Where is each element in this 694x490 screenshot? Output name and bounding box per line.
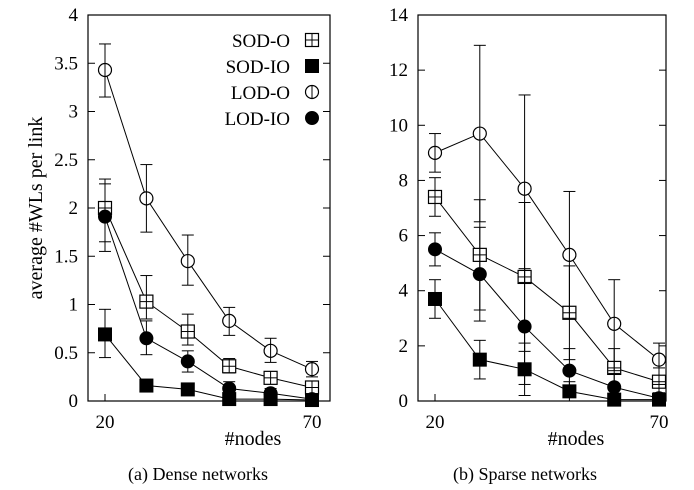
panel-sparse: 0 2 4 6 8 10 12 14 20 70 #nodes (b) Sparse networ… [389,5,669,485]
data-point [563,364,576,377]
legend-marker [306,34,319,47]
legend-label: SOD-IO [226,57,290,78]
series-line [105,334,312,400]
data-point [653,353,666,366]
series-lod-io-dense [99,184,319,406]
legend-label: LOD-IO [225,109,290,130]
data-point [264,387,277,400]
data-point [181,325,194,338]
y-tick-label-sparse: 10 [389,115,408,136]
series-line [435,197,659,382]
data-point [223,314,236,327]
plot-frame-dense [88,15,330,401]
legend-marker [306,86,319,99]
legend-marker [306,112,319,125]
y-tick-label-dense: 1 [69,295,79,316]
data-point [608,381,621,394]
caption-dense: (a) Dense networks [128,464,268,485]
x-tick-label-dense: 70 [303,412,322,433]
legend-entry-sod-o: SOD-O [232,31,319,52]
x-axis-label-dense: #nodes [225,428,282,450]
series-sod-io-sparse [429,280,666,406]
data-point [429,190,442,203]
y-tick-label-sparse: 0 [399,391,409,412]
y-tick-label-sparse: 14 [389,5,409,26]
data-point [473,268,486,281]
y-tick-label-sparse: 12 [389,60,408,81]
legend-entry-lod-o: LOD-O [231,83,319,104]
series-sod-o-dense [99,179,319,394]
y-tick-label-dense: 0 [69,391,79,412]
data-point [264,371,277,384]
data-point [653,392,666,405]
series-line [435,249,659,398]
data-point [563,248,576,261]
data-point [429,146,442,159]
panel-dense: 0 0.5 1 1.5 2 2.5 3 3.5 4 20 70 average #WLs per l… [25,5,330,485]
data-point [140,295,153,308]
data-point [181,255,194,268]
x-tick-label-sparse: 20 [426,412,445,433]
data-point [518,182,531,195]
data-point [223,382,236,395]
legend-label: LOD-O [231,83,290,104]
y-tick-label-sparse: 2 [399,336,409,357]
data-point [264,344,277,357]
data-point [429,292,442,305]
data-point [473,127,486,140]
data-point [306,393,319,406]
data-point [181,383,194,396]
series-line [435,134,659,360]
series-line [105,208,312,387]
series-sod-o-sparse [429,178,666,396]
legend-entry-lod-io: LOD-IO [225,109,319,130]
y-tick-label-sparse: 4 [399,281,409,302]
series-lod-io-sparse [429,227,666,404]
data-point [306,381,319,394]
legend: SOD-O SOD-IO LOD-O LOD-IO [225,31,319,130]
y-tick-label-dense: 3.5 [54,53,78,74]
data-point [306,363,319,376]
y-tick-label-sparse: 6 [399,226,409,247]
y-tick-label-dense: 3 [69,102,79,123]
x-tick-label-dense: 20 [96,412,115,433]
y-tick-label-dense: 4 [69,5,79,26]
y-tick-label-dense: 2.5 [54,150,78,171]
data-point [99,64,112,77]
y-tick-label-dense: 1.5 [54,246,78,267]
y-axis-label-dense: average #WLs per link [25,117,47,300]
data-point [140,379,153,392]
legend-entry-sod-io: SOD-IO [226,57,319,78]
data-point [99,210,112,223]
data-point [473,353,486,366]
data-point [140,192,153,205]
x-tick-label-sparse: 70 [650,412,669,433]
data-point [608,317,621,330]
series-line [105,217,312,399]
series-lod-o-sparse [429,45,666,384]
data-point [140,332,153,345]
data-point [181,355,194,368]
caption-sparse: (b) Sparse networks [453,464,597,485]
data-point [429,243,442,256]
data-point [223,360,236,373]
data-point [518,320,531,333]
y-tick-label-dense: 2 [69,198,79,219]
y-tick-label-sparse: 8 [399,170,409,191]
x-axis-label-sparse: #nodes [548,428,605,450]
y-tick-label-dense: 0.5 [54,343,78,364]
data-point [99,328,112,341]
legend-marker [306,60,319,73]
legend-label: SOD-O [232,31,290,52]
